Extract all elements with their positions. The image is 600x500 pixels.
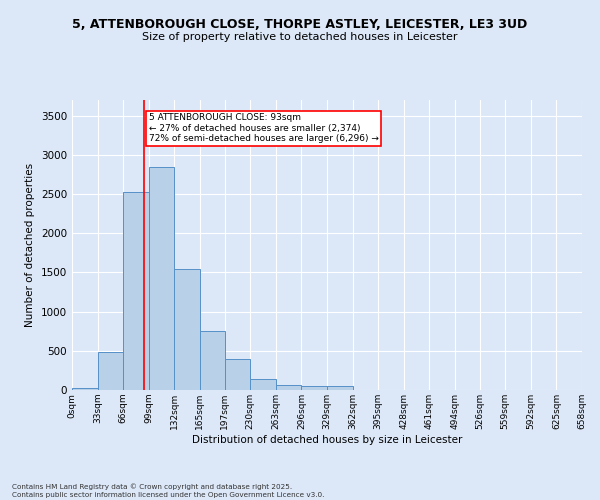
Bar (98, 352, 123, 390)
Text: Size of property relative to detached houses in Leicester: Size of property relative to detached ho… (142, 32, 458, 42)
X-axis label: Distribution of detached houses by size in Leicester: Distribution of detached houses by size … (192, 434, 462, 444)
Text: Contains HM Land Registry data © Crown copyright and database right 2025.
Contai: Contains HM Land Registry data © Crown c… (12, 484, 325, 498)
Bar (250, 379, 276, 390)
Bar (200, 331, 224, 390)
Bar (149, 168, 175, 390)
Bar (276, 384, 301, 390)
Bar (72, 388, 98, 390)
Bar (224, 360, 250, 390)
Bar (301, 386, 327, 390)
Bar (123, 192, 149, 390)
Y-axis label: Number of detached properties: Number of detached properties (25, 163, 35, 327)
Text: 5 ATTENBOROUGH CLOSE: 93sqm
← 27% of detached houses are smaller (2,374)
72% of : 5 ATTENBOROUGH CLOSE: 93sqm ← 27% of det… (149, 114, 379, 143)
Bar (327, 386, 353, 390)
Text: 5, ATTENBOROUGH CLOSE, THORPE ASTLEY, LEICESTER, LE3 3UD: 5, ATTENBOROUGH CLOSE, THORPE ASTLEY, LE… (73, 18, 527, 30)
Bar (175, 270, 200, 390)
